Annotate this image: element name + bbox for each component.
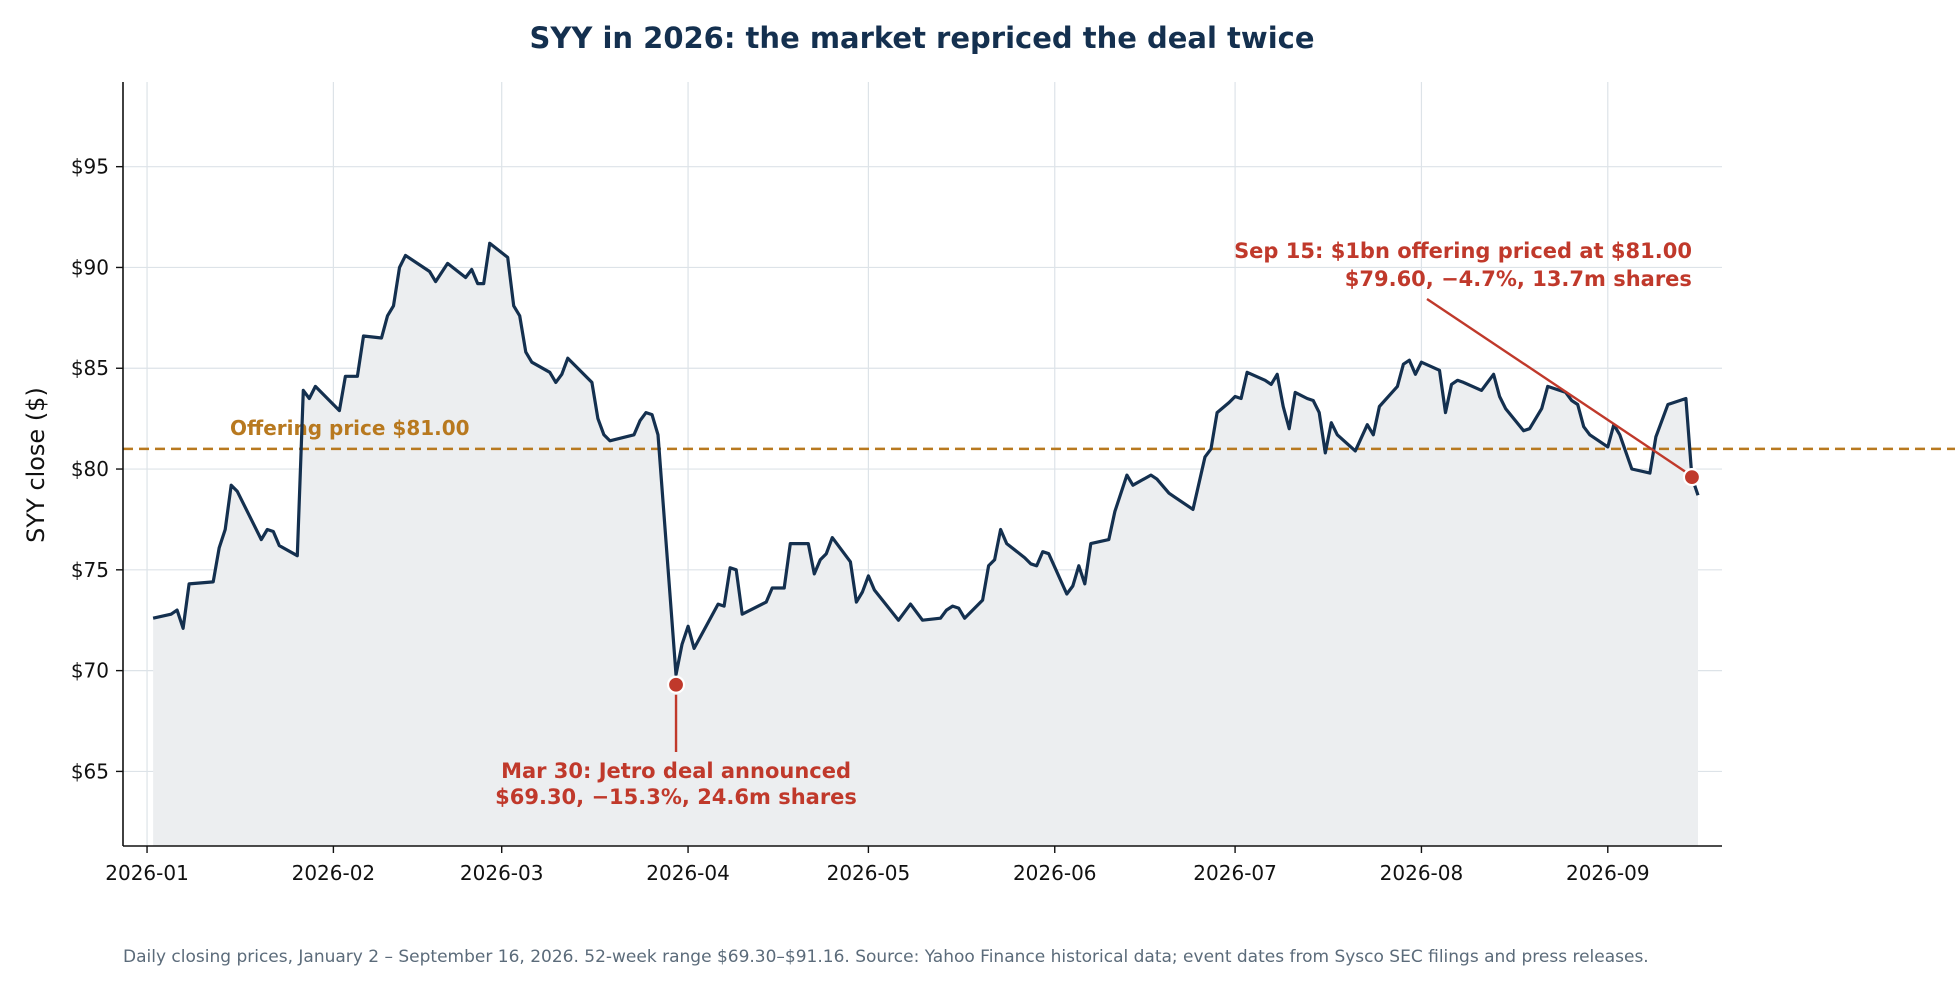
annotations: Mar 30: Jetro deal announced$69.30, −15.… <box>495 239 1702 809</box>
y-tick-label: $65 <box>71 759 109 783</box>
x-tick-label: 2026-02 <box>292 861 376 885</box>
y-tick-label: $75 <box>71 558 109 582</box>
annotation-connector <box>1426 298 1687 474</box>
event-marker <box>666 675 686 694</box>
x-tick-label: 2026-07 <box>1193 861 1277 885</box>
axes <box>122 82 1722 847</box>
annotation-title: Sep 15: $1bn offering priced at $81.00 <box>1234 239 1692 263</box>
y-tick-label: $80 <box>71 457 109 481</box>
annotation-detail: $69.30, −15.3%, 24.6m shares <box>495 785 857 809</box>
chart-footnote: Daily closing prices, January 2 – Septem… <box>123 947 1649 967</box>
y-axis-ticks: $65 $70 $75 $80 $85 $90 $95 <box>71 155 123 783</box>
x-tick-label: 2026-01 <box>105 861 189 885</box>
y-tick-label: $85 <box>71 356 109 380</box>
x-tick-label: 2026-06 <box>1013 861 1097 885</box>
x-axis-ticks: 2026-01 2026-02 2026-03 2026-04 2026-05 2026-… <box>105 846 1650 885</box>
event-marker <box>1682 468 1702 487</box>
x-tick-label: 2026-08 <box>1380 861 1464 885</box>
price-series-line <box>152 241 1700 677</box>
x-tick-label: 2026-09 <box>1566 861 1650 885</box>
y-axis-title: SYY close ($) <box>22 387 50 543</box>
x-tick-label: 2026-04 <box>646 861 730 885</box>
y-tick-label: $90 <box>71 255 109 279</box>
y-tick-label: $70 <box>71 659 109 683</box>
chart-title: SYY in 2026: the market repriced the dea… <box>529 21 1314 55</box>
annotation-detail: $79.60, −4.7%, 13.7m shares <box>1345 267 1692 291</box>
y-tick-label: $95 <box>71 155 109 179</box>
price-area-fill <box>153 243 1699 847</box>
x-tick-label: 2026-03 <box>460 861 544 885</box>
x-tick-label: 2026-05 <box>827 861 911 885</box>
annotation-title: Mar 30: Jetro deal announced <box>501 759 851 783</box>
offering-price-label: Offering price $81.00 <box>230 416 470 440</box>
